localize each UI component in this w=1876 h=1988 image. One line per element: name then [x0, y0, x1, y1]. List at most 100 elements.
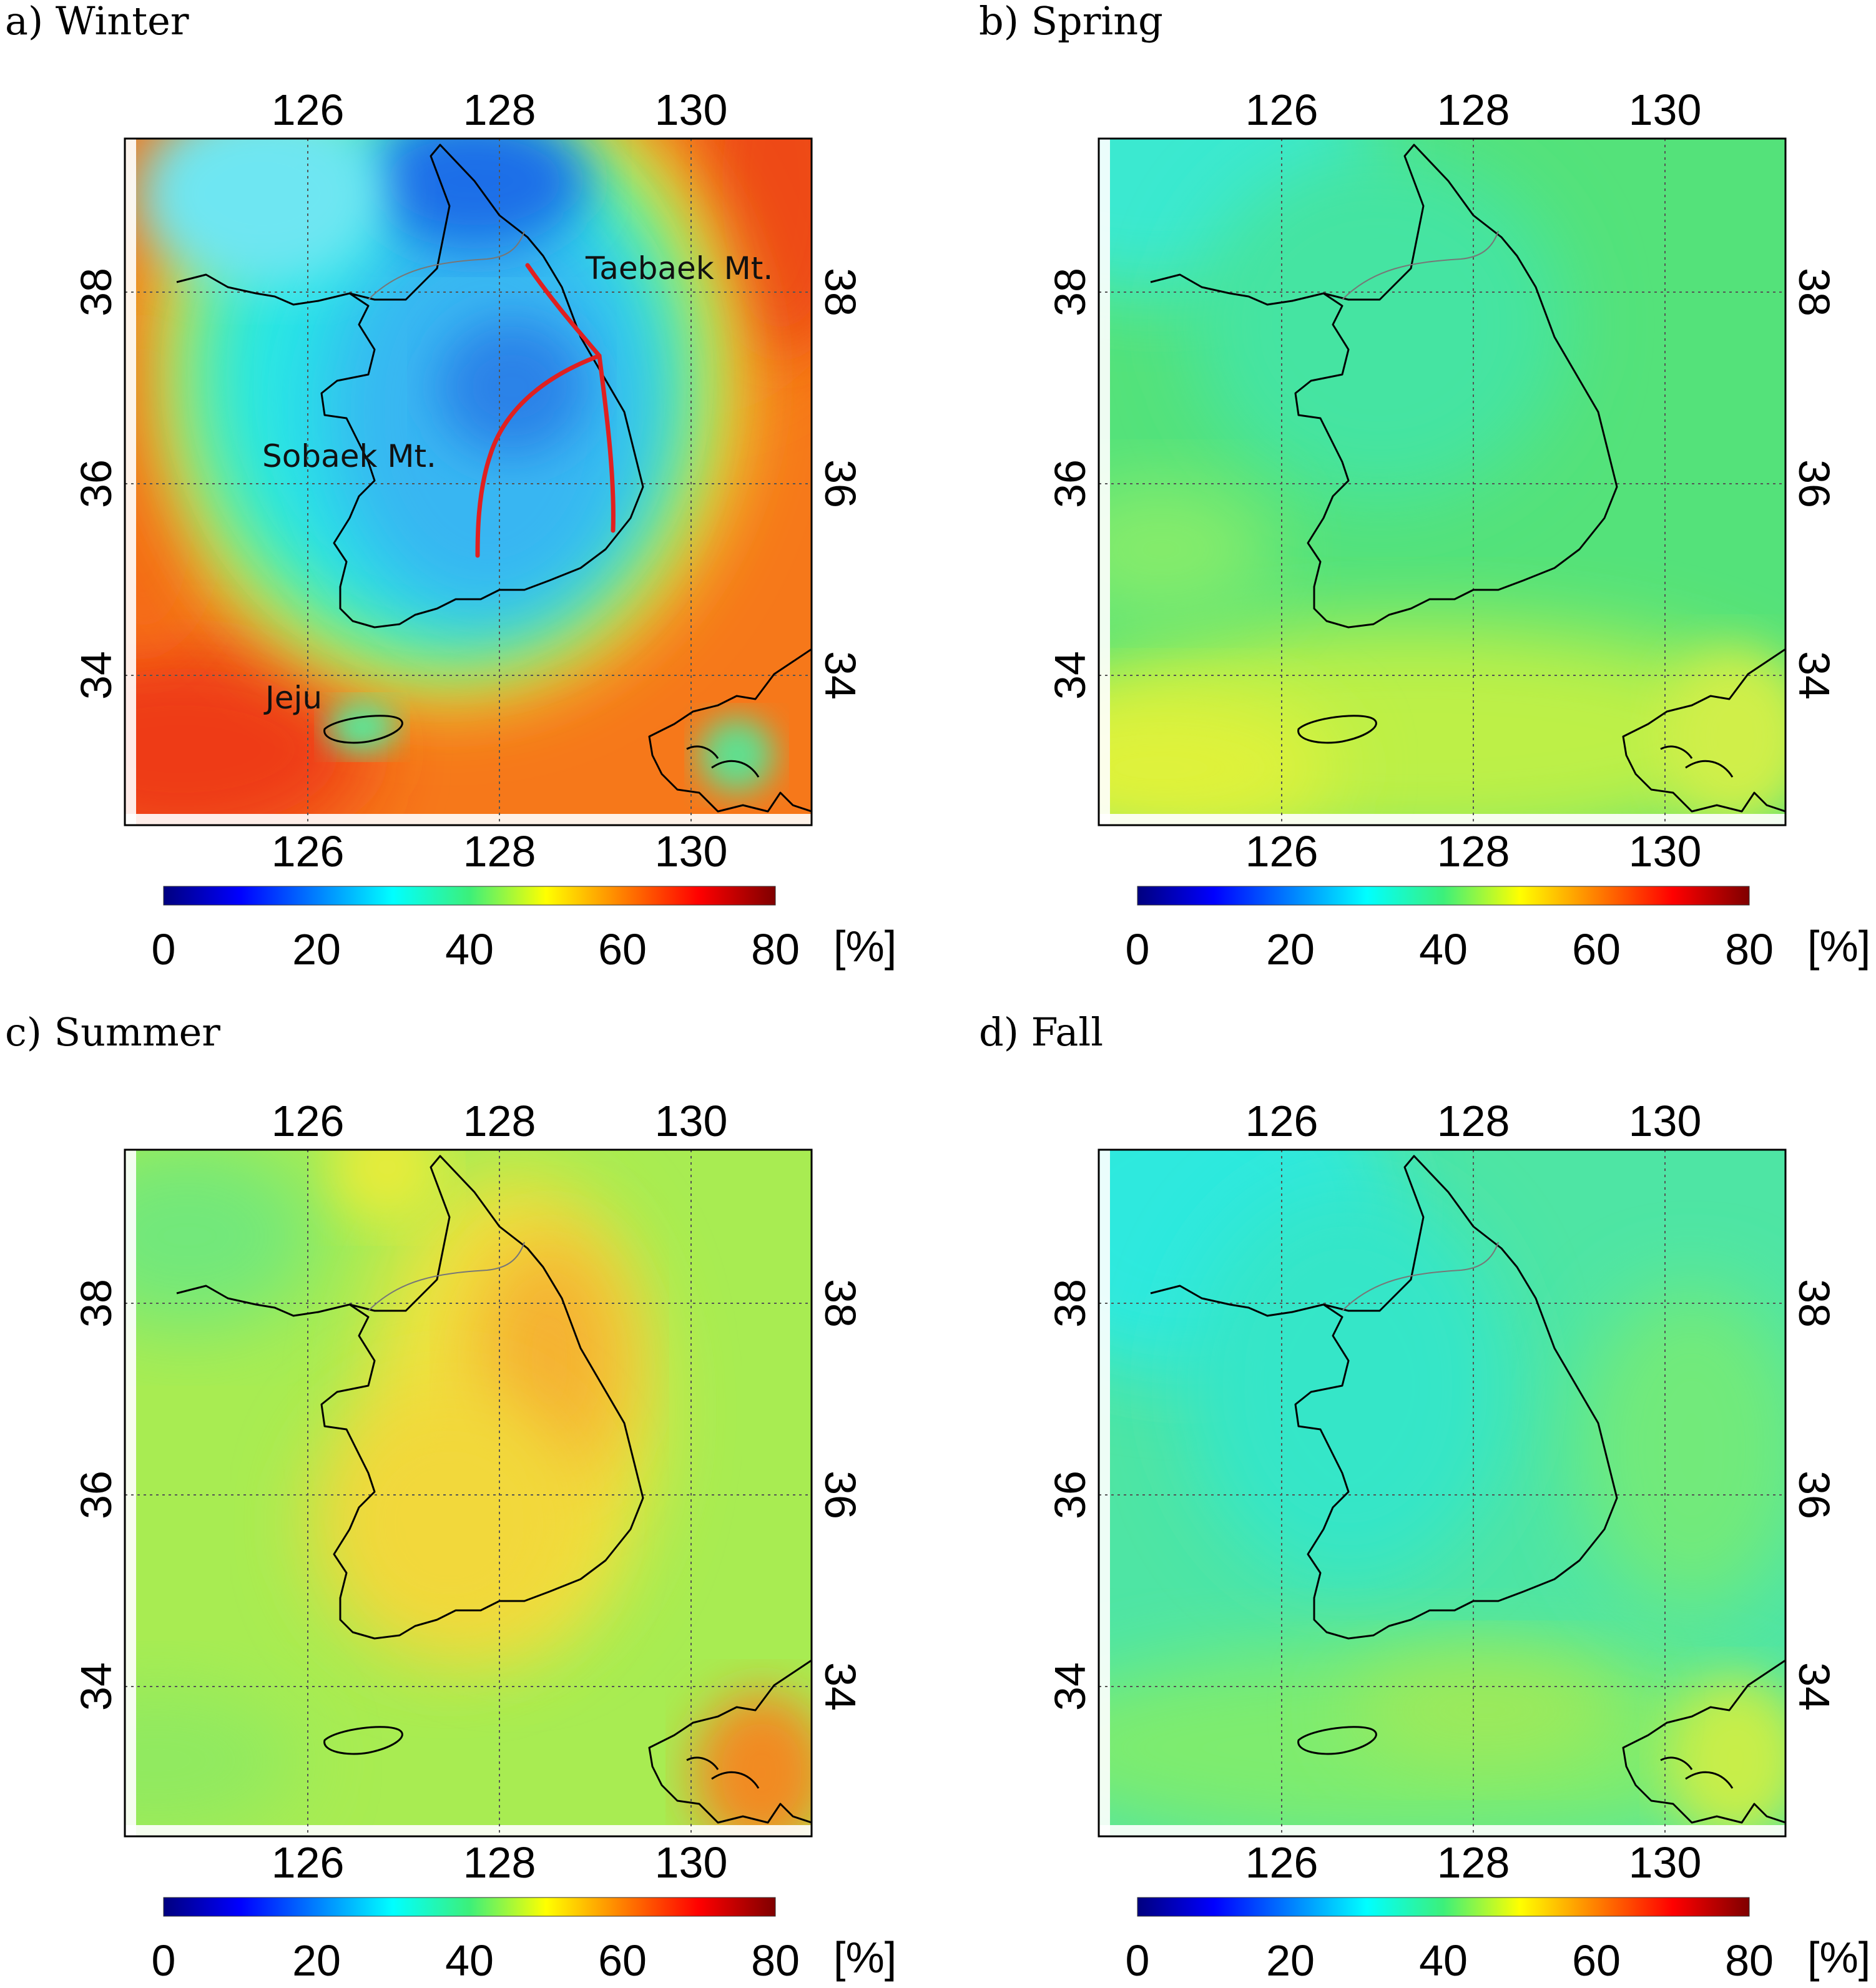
lon-tick-top: 128: [1437, 86, 1510, 134]
map-field: [125, 139, 812, 825]
field-blob: [1348, 1654, 1623, 1766]
field-blob: [437, 318, 587, 456]
jeju-coastline: [1297, 715, 1377, 744]
panel-spring: b) Spring 126 126 128 128 130 130 38 38 36 36 34 34 0…: [979, 0, 1870, 974]
lon-tick-bottom: 128: [463, 827, 536, 876]
japan-coastline: [1622, 648, 1785, 813]
map-edge-margin: [125, 139, 136, 825]
colorbar-unit: [%]: [1807, 922, 1870, 971]
lon-tick-bottom: 126: [1245, 1838, 1319, 1887]
korea-coastline: [1150, 1155, 1618, 1640]
coastlines: [176, 144, 812, 813]
colorbar-tick: 60: [1572, 925, 1621, 974]
colorbar-gradient: [163, 886, 776, 906]
map-frame: [1098, 137, 1787, 826]
korea-coastline: [176, 144, 644, 629]
colorbar-unit: [%]: [1807, 1933, 1870, 1982]
colorbar-tick: 40: [1419, 925, 1468, 974]
lat-tick-right: 34: [1790, 1662, 1839, 1711]
field-blob: [362, 139, 587, 250]
gridlines: [125, 139, 812, 825]
colorbar-tick: 60: [598, 925, 647, 974]
sobaek-label: Sobaek Mt.: [262, 438, 436, 474]
colorbar: 0 20 40 60 80 [%]: [1126, 1897, 1870, 1985]
lon-tick-top: 128: [1437, 1097, 1510, 1145]
field-blob: [137, 139, 387, 287]
colorbar-tick: 80: [1725, 925, 1774, 974]
lat-tick-left: 36: [1046, 459, 1094, 508]
japan-inner-coastline: [1660, 745, 1734, 778]
lon-tick-bottom: 130: [1629, 1838, 1702, 1887]
gridlines: [125, 1150, 812, 1836]
lat-tick-right: 36: [816, 459, 865, 508]
map-field: [125, 1150, 812, 1836]
field-blob: [328, 702, 396, 752]
panel-title: d) Fall: [979, 1009, 1103, 1055]
colorbar-tick: 80: [751, 1936, 800, 1985]
sobaek-ridge: [475, 353, 602, 558]
colorbar-tick: 0: [1126, 1936, 1150, 1985]
lon-tick-bottom: 130: [1629, 827, 1702, 876]
lat-tick-left: 38: [1046, 1279, 1094, 1328]
field-blob: [1192, 150, 1567, 499]
map-field: [1099, 139, 1785, 825]
colorbar-tick: 20: [1266, 925, 1315, 974]
panel-fall: d) Fall 126 126 128 128 130 130 38 38 36 36 34 34 0 20…: [979, 1009, 1870, 1985]
field-blob: [1667, 1679, 1785, 1836]
lon-tick-bottom: 128: [463, 1838, 536, 1887]
lat-tick-left: 36: [72, 459, 120, 508]
lat-tick-left: 36: [1046, 1471, 1094, 1519]
coastlines: [176, 1155, 812, 1824]
map-edge-margin: [1099, 139, 1110, 825]
lon-tick-top: 130: [1629, 86, 1702, 134]
panel-title: c) Summer: [5, 1009, 220, 1055]
lon-tick-top: 126: [1245, 1097, 1319, 1145]
field-blob: [125, 1150, 318, 1329]
lon-tick-top: 126: [272, 1097, 345, 1145]
lat-tick-left: 38: [72, 268, 120, 316]
colorbar-gradient: [1137, 1897, 1750, 1917]
field-blob: [1186, 1186, 1511, 1585]
japan-inner-coastline: [686, 1756, 760, 1789]
field-blob: [699, 718, 774, 793]
coastlines: [1150, 1155, 1785, 1824]
colorbar-unit: [%]: [833, 922, 896, 971]
colorbar-tick: 20: [1266, 1936, 1315, 1985]
japan-coastline: [648, 1659, 812, 1824]
panel-title: b) Spring: [979, 0, 1163, 44]
colorbar-gradient: [163, 1897, 776, 1917]
panel-title: a) Winter: [5, 0, 189, 44]
colorbar-tick: 40: [445, 925, 494, 974]
map-frame: [124, 1148, 813, 1838]
japan-inner-coastline: [1660, 1756, 1734, 1789]
map-edge-margin: [1099, 1825, 1785, 1836]
map-edge-margin: [125, 814, 812, 825]
mountain-ridge-lines: [475, 263, 616, 558]
lon-tick-top: 126: [1245, 86, 1319, 134]
jeju-label: Jeju: [263, 680, 322, 716]
field-blob: [1579, 1286, 1785, 1610]
field-blob: [125, 1685, 300, 1835]
map-frame: [124, 137, 813, 826]
map-edge-margin: [1099, 814, 1785, 825]
taebaek-ridge: [525, 263, 616, 533]
map-frame: [1098, 1148, 1787, 1838]
coastlines: [1150, 144, 1785, 813]
border-line: [368, 1241, 525, 1311]
colorbar-tick: 40: [1419, 1936, 1468, 1985]
field-blob: [693, 1692, 812, 1836]
lon-tick-top: 130: [1629, 1097, 1702, 1145]
field-blob: [331, 1150, 443, 1223]
lat-tick-left: 36: [72, 1471, 120, 1519]
lat-tick-left: 38: [1046, 268, 1094, 316]
colorbar-tick: 0: [1126, 925, 1150, 974]
lon-tick-bottom: 128: [1437, 827, 1510, 876]
lon-tick-bottom: 126: [1245, 827, 1319, 876]
colorbar-tick: 60: [1572, 1936, 1621, 1985]
lat-tick-right: 34: [816, 1662, 865, 1711]
field-blob: [312, 1386, 587, 1660]
colorbar: 0 20 40 60 80 [%]: [1126, 886, 1870, 974]
colorbar-unit: [%]: [833, 1933, 896, 1982]
lat-tick-right: 38: [816, 268, 865, 316]
